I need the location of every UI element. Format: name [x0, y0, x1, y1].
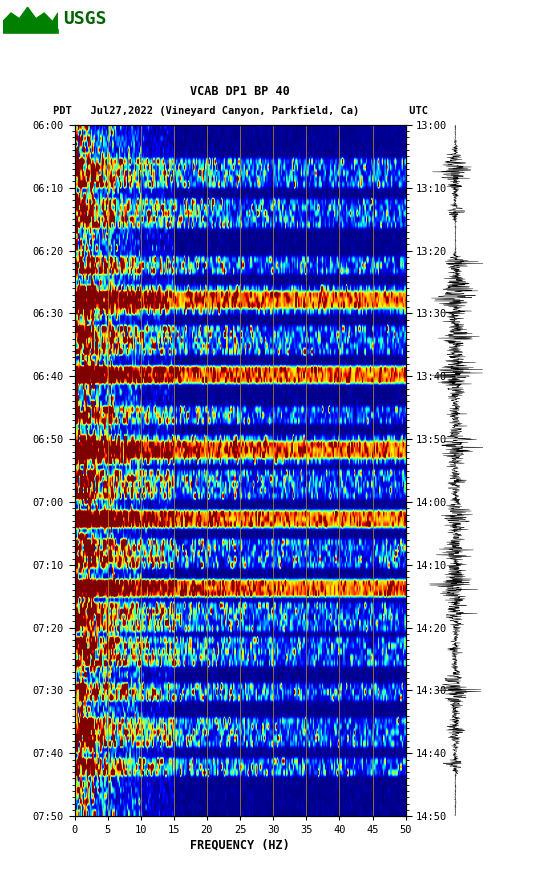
Text: VCAB DP1 BP 40: VCAB DP1 BP 40 — [190, 85, 290, 98]
Text: PDT   Jul27,2022 (Vineyard Canyon, Parkfield, Ca)        UTC: PDT Jul27,2022 (Vineyard Canyon, Parkfie… — [52, 106, 428, 116]
X-axis label: FREQUENCY (HZ): FREQUENCY (HZ) — [190, 838, 290, 851]
Polygon shape — [3, 7, 58, 33]
Text: USGS: USGS — [63, 10, 107, 28]
